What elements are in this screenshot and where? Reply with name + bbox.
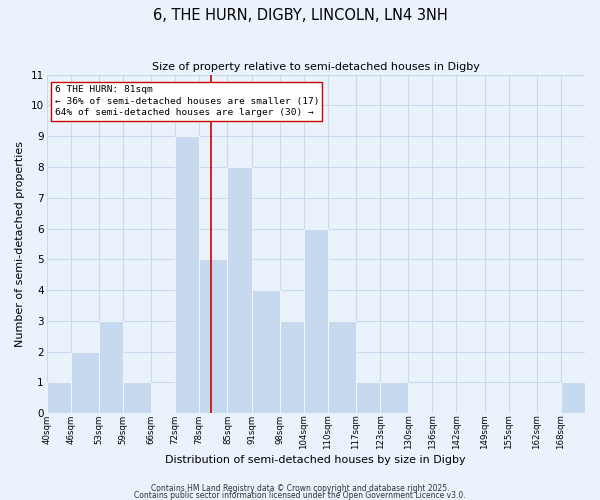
Y-axis label: Number of semi-detached properties: Number of semi-detached properties bbox=[15, 141, 25, 347]
Bar bbox=[251, 290, 280, 413]
Title: Size of property relative to semi-detached houses in Digby: Size of property relative to semi-detach… bbox=[152, 62, 480, 72]
Text: Contains HM Land Registry data © Crown copyright and database right 2025.: Contains HM Land Registry data © Crown c… bbox=[151, 484, 449, 493]
Bar bbox=[328, 321, 356, 413]
Bar bbox=[175, 136, 199, 413]
Bar bbox=[47, 382, 71, 413]
Bar bbox=[561, 382, 585, 413]
Bar bbox=[227, 167, 251, 413]
Bar bbox=[380, 382, 408, 413]
Bar bbox=[123, 382, 151, 413]
X-axis label: Distribution of semi-detached houses by size in Digby: Distribution of semi-detached houses by … bbox=[166, 455, 466, 465]
Bar bbox=[304, 228, 328, 413]
Bar bbox=[71, 352, 99, 413]
Bar bbox=[99, 321, 123, 413]
Text: 6, THE HURN, DIGBY, LINCOLN, LN4 3NH: 6, THE HURN, DIGBY, LINCOLN, LN4 3NH bbox=[152, 8, 448, 22]
Text: Contains public sector information licensed under the Open Government Licence v3: Contains public sector information licen… bbox=[134, 490, 466, 500]
Text: 6 THE HURN: 81sqm
← 36% of semi-detached houses are smaller (17)
64% of semi-det: 6 THE HURN: 81sqm ← 36% of semi-detached… bbox=[55, 85, 319, 117]
Bar bbox=[280, 321, 304, 413]
Bar bbox=[199, 260, 227, 413]
Bar bbox=[356, 382, 380, 413]
